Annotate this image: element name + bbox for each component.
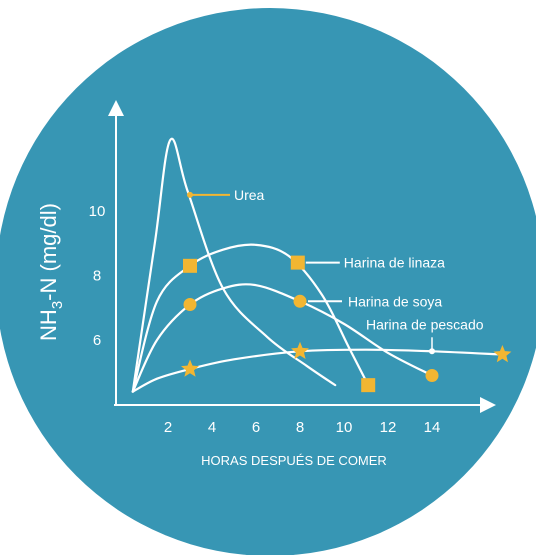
marker-square (361, 378, 376, 393)
marker-star (493, 345, 512, 363)
series-label-harina-de-pescado: Harina de pescado (366, 316, 484, 332)
y-tick-label: 8 (93, 268, 101, 285)
x-tick-label: 12 (380, 419, 397, 436)
series-label-harina-de-soya: Harina de soya (348, 293, 442, 309)
axes (108, 100, 496, 413)
marker-star (181, 359, 199, 377)
x-tick-label: 8 (296, 419, 304, 436)
x-tick-label: 6 (252, 419, 260, 436)
y-axis-label-rest: -N (mg/dl) (36, 203, 61, 301)
marker-star (291, 341, 309, 359)
markers (181, 255, 512, 393)
series-line-harina-de-soya (131, 283, 434, 393)
marker-circle (183, 298, 197, 312)
y-axis-arrow (108, 100, 124, 116)
x-axis-arrow (480, 397, 496, 413)
x-tick-label: 4 (208, 419, 216, 436)
y-axis-label-main: NH (36, 309, 61, 341)
x-axis-label: HORAS DESPUÉS DE COMER (201, 453, 387, 468)
y-tick-label: 10 (89, 203, 106, 220)
series-line-harina-de-linaza (131, 243, 370, 393)
marker-circle (425, 368, 439, 382)
x-tick-label: 2 (164, 419, 172, 436)
y-tick-label: 6 (93, 332, 101, 349)
background-circle (0, 8, 536, 555)
series-line-urea (131, 137, 337, 393)
y-axis-label-subscript: 3 (49, 301, 66, 309)
x-tick-label: 10 (336, 419, 353, 436)
series-label-harina-de-linaza: Harina de linaza (344, 255, 445, 271)
y-axis-label: NH3-N (mg/dl) (36, 203, 66, 341)
marker-square (290, 255, 305, 270)
x-tick-label: 14 (424, 419, 441, 436)
series-label-urea: Urea (234, 187, 265, 203)
marker-square (183, 258, 197, 273)
callouts: Urea Harina de linaza Harina de soya Harina… (187, 187, 484, 355)
tick-labels: 2 4 6 8 10 12 14 6 8 10 (89, 203, 441, 436)
marker-circle (293, 294, 307, 308)
